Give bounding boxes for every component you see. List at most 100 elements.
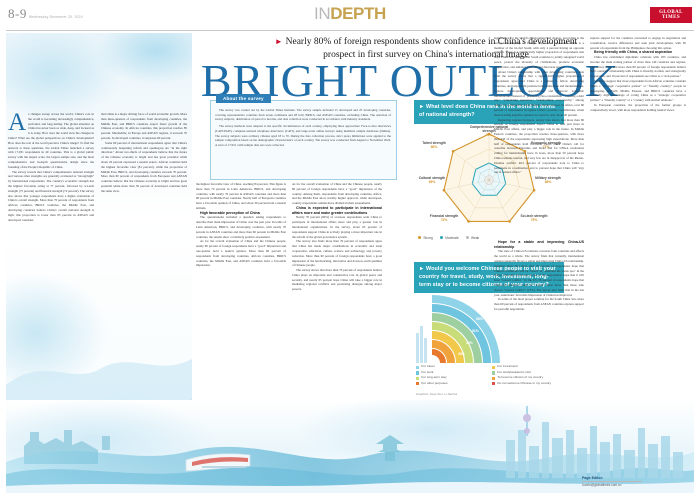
legend-dot-moderate: [439, 235, 444, 240]
kicker: ► Nearly 80% of foreign respondents show …: [196, 36, 656, 62]
article-column-4: As for the overall evaluation of China a…: [292, 182, 382, 292]
about-survey-box: [210, 100, 397, 180]
radar-val-2: 68%: [544, 179, 552, 184]
column-2-paragraph-2: Some 60 percent of international respond…: [101, 140, 187, 193]
column-4-paragraph-4: The survey shows that more than 70 perce…: [292, 268, 382, 292]
column-7-paragraph-1: The state of China-US relations concerns…: [494, 249, 584, 297]
column-6-paragraph-4: In European countries, the proportion of…: [590, 103, 686, 112]
legend-item-strong: Strong: [418, 236, 433, 240]
radar-cat-5: Cultural strength: [418, 175, 446, 180]
arc-legend-item-6: To become citizens of my country: [492, 375, 564, 380]
radar-cat-3: Sci-tech strength: [520, 213, 548, 218]
chart-1-title: What level does China rank in the world …: [419, 104, 556, 118]
column-7-subheading: Hope for a stable and improving China-US…: [494, 240, 584, 249]
arc-legend-item-5: For study/academic visit: [492, 369, 564, 375]
arc-legend-item-3: For other purposes: [416, 380, 488, 386]
column-6-paragraph-1: express support for the countries concer…: [590, 36, 686, 50]
page-folio: 8-9 Wednesday December 25, 2024: [8, 6, 83, 22]
column-6-paragraph-3: Statistics suggest that most respondents…: [590, 79, 686, 103]
panorama-svg: [6, 400, 694, 493]
pagoda-art: [376, 435, 404, 461]
high-speed-train-art: [185, 453, 251, 472]
chart-2-heading: ► Would you welcome Chinese people to vi…: [414, 262, 564, 294]
masthead: 8-9 Wednesday December 25, 2024 INDEPTH G…: [0, 0, 700, 31]
kicker-line-1: ► Nearly 80% of foreign respondents show …: [196, 36, 656, 49]
chart-welcome-chinese: ► Would you welcome Chinese people to vi…: [414, 262, 564, 401]
folio-number: 8-9: [8, 6, 27, 21]
article-column-3: the highest favorable view of China, rea…: [196, 182, 286, 268]
arc-value-0: 62%: [478, 305, 485, 310]
page-editor-email: li.aixin@globaltimes.com.cn: [582, 483, 622, 487]
skyline-art: [506, 422, 683, 478]
drop-cap: A: [8, 109, 27, 136]
logo-line-1: GLOBAL: [659, 10, 683, 15]
column-7-paragraph-2: In terms of the most proper solution for…: [494, 297, 584, 311]
arc-value-1: 58%: [476, 317, 483, 322]
arc-swatch-5: [492, 371, 496, 375]
arc-legend-label-1: For work: [421, 369, 434, 374]
legend-item-weak: Weak: [465, 236, 479, 240]
article-column-7: Hope for a stable and improving China-US…: [494, 240, 584, 312]
chart-1-heading: ► What level does China rank in the worl…: [414, 100, 564, 124]
radar-label-talent: Talent strength 66%: [414, 141, 454, 149]
arc-swatch-4: [492, 365, 496, 370]
radar-svg: [442, 132, 536, 223]
radar-label-scitech: Sci-tech strength 75%: [514, 214, 554, 222]
legend-label-moderate: Moderate: [445, 235, 459, 240]
column-1-text-1: s changes sweep across the world, China'…: [8, 112, 94, 169]
article-column-6: express support for the countries concer…: [590, 36, 686, 113]
radar-cat-1: Economic strength: [531, 140, 561, 145]
page-editor-label: Page Editor:: [582, 475, 604, 480]
column-3-paragraph-2: The questionnaire included a question as…: [196, 215, 286, 239]
radar-cat-2: Military strength: [535, 175, 561, 180]
arc-legend-item-2: For long-term stay: [416, 375, 488, 380]
column-5-paragraph-1: significance for the world's development…: [494, 36, 584, 69]
arc-swatch-0: [416, 365, 420, 370]
arc-swatch-2: [416, 376, 420, 380]
arc-value-4: 38%: [458, 352, 465, 357]
radar-val-3: 75%: [530, 217, 538, 222]
radar-label-financial: Financial strength 72%: [424, 214, 464, 222]
chart-2-title: Would you welcome Chinese people to visi…: [419, 266, 556, 288]
column-2-paragraph-1: that China is a major driving force of w…: [101, 112, 187, 140]
arc-legend-item-1: For work: [416, 369, 488, 375]
arc-swatch-6: [492, 376, 496, 380]
play-triangle-icon: ►: [274, 37, 283, 46]
radar-val-1: 77%: [542, 144, 550, 149]
chart-national-strength: ► What level does China rank in the worl…: [414, 100, 564, 242]
arc-chart-svg: [416, 295, 500, 364]
arc-swatch-3: [416, 381, 420, 386]
kicker-text-1: Nearly 80% of foreign respondents show c…: [285, 37, 578, 47]
chart-1-body: Comprehensive national strength 79% Econ…: [414, 124, 564, 242]
arc-legend-label-6: To become citizens of my country: [497, 375, 544, 380]
chart-2-body: 62% 58% 51% 44% 38% For travel For inves…: [414, 293, 564, 401]
column-4-paragraph-2: Nearly 70 percent (69%) of overseas resp…: [292, 215, 382, 239]
about-survey-tab: About the survey: [216, 94, 271, 103]
arc-legend-label-0: For travel: [421, 364, 435, 369]
arc-legend-label-5: For study/academic visit: [497, 369, 531, 374]
logo-line-2: TIMES: [661, 15, 681, 20]
survey-paragraph: The survey was carried out by the Global…: [215, 108, 391, 122]
arc-legend-label-3: For other purposes: [421, 380, 448, 385]
legend-label-strong: Strong: [423, 235, 433, 240]
radar-val-5: 69%: [428, 179, 436, 184]
column-4-subheading: China is expected to participate in inte…: [292, 205, 382, 215]
radar-cat-4: Financial strength: [429, 213, 459, 218]
arc-value-2: 51%: [472, 329, 479, 334]
radar-cat-0: Comprehensive national strength: [469, 124, 509, 133]
column-3-paragraph-1: the highest favorable view of China, rea…: [196, 182, 286, 210]
arc-swatch-1: [416, 371, 420, 375]
tv-tower-art: [523, 406, 531, 436]
survey-paragraph: The survey methods were adapted to the s…: [215, 124, 391, 148]
column-3-paragraph-3: As for the overall evaluation of China a…: [196, 239, 286, 268]
radar-val-0: 79%: [485, 132, 493, 137]
radar-label-economic: Economic strength 77%: [526, 141, 566, 149]
column-5-paragraph-3: Regarding regional hotspots, survey data…: [494, 117, 584, 175]
about-survey-text: The survey was carried out by the Global…: [215, 108, 391, 150]
kicker-line-2: prospect in first survey on China's inte…: [323, 50, 529, 61]
article-column-5: significance for the world's development…: [494, 36, 584, 175]
column-6-subheading: Being friendly with China, a shared aspi…: [594, 50, 673, 55]
